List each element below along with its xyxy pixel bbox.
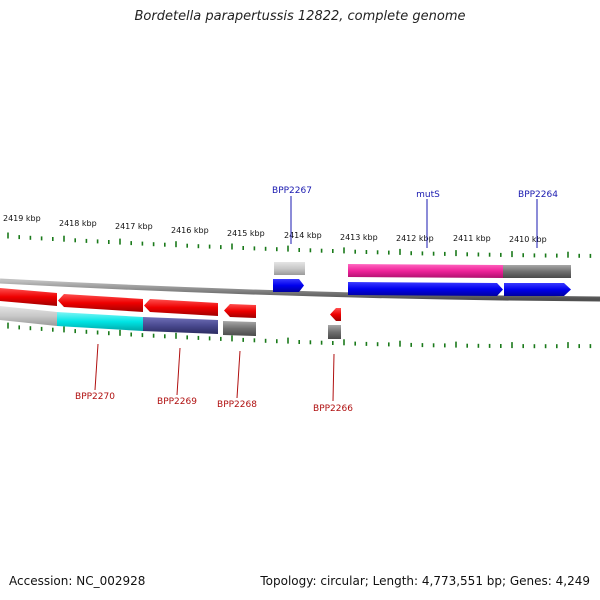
gene-bpp2267-arrow[interactable]: [273, 279, 304, 292]
scale-labels: 2419 kbp 2418 kbp 2417 kbp 2416 kbp 2415…: [3, 214, 547, 244]
inner-tick-track: [7, 322, 592, 349]
scale-label-2414: 2414 kbp: [284, 231, 322, 240]
reverse-gene-labels: BPP2270 BPP2269 BPP2268 BPP2266: [75, 343, 353, 414]
gene-label-bpp2266[interactable]: BPP2266: [313, 404, 353, 414]
gene-bpp2268-arrow[interactable]: [224, 304, 256, 318]
scale-label-2417: 2417 kbp: [115, 222, 153, 231]
feature-bpp2270-cyan[interactable]: [57, 312, 143, 331]
gene-bpp2269-arrow[interactable]: [144, 299, 218, 316]
feature-bpp2266-gray[interactable]: [328, 325, 341, 339]
gene-label-bpp2267[interactable]: BPP2267: [272, 186, 312, 196]
outer-tick-track: [7, 232, 592, 258]
forward-gene-labels: BPP2267 mutS BPP2264: [272, 186, 558, 248]
scale-label-2415: 2415 kbp: [227, 229, 265, 238]
scale-label-2416: 2416 kbp: [171, 226, 209, 235]
feature-bpp2268-gray[interactable]: [223, 321, 256, 336]
leader-line-bpp2266: [332, 353, 335, 402]
scale-label-2411: 2411 kbp: [453, 234, 491, 243]
gene-bpp2270-arrow[interactable]: [58, 294, 143, 312]
gene-left-edge-arrow[interactable]: [0, 288, 57, 306]
feature-left-edge-gray[interactable]: [0, 306, 57, 326]
gene-label-bpp2268[interactable]: BPP2268: [217, 400, 257, 410]
gene-label-bpp2269[interactable]: BPP2269: [157, 397, 197, 407]
gene-bpp2266-arrow[interactable]: [330, 308, 341, 321]
leader-line-bpp2269: [176, 347, 181, 396]
forward-strand-features: [273, 262, 571, 296]
scale-label-2413: 2413 kbp: [340, 233, 378, 242]
scale-label-2419: 2419 kbp: [3, 214, 41, 223]
map-title: Bordetella parapertussis 12822, complete…: [134, 9, 466, 24]
scale-label-2418: 2418 kbp: [59, 219, 97, 228]
feature-bpp2267-gray[interactable]: [274, 262, 305, 275]
feature-muts-magenta[interactable]: [348, 264, 503, 278]
leader-line-bpp2268: [236, 350, 241, 399]
gene-bpp2264-arrow[interactable]: [504, 283, 571, 296]
leader-line-bpp2270: [94, 343, 99, 391]
genome-backbone: [0, 278, 600, 302]
scale-label-2410: 2410 kbp: [509, 235, 547, 244]
scale-label-2412: 2412 kbp: [396, 234, 434, 243]
gene-label-bpp2270[interactable]: BPP2270: [75, 392, 115, 402]
gene-label-muts[interactable]: mutS: [416, 190, 440, 200]
accession-text: Accession: NC_002928: [9, 574, 146, 588]
gene-muts-arrow[interactable]: [348, 282, 503, 296]
reverse-strand-features: [0, 288, 341, 339]
gene-label-bpp2264[interactable]: BPP2264: [518, 190, 558, 200]
genome-stats-text: Topology: circular; Length: 4,773,551 bp…: [260, 574, 590, 588]
feature-bpp2264-gray[interactable]: [503, 265, 571, 278]
feature-bpp2269-slate[interactable]: [143, 317, 218, 334]
